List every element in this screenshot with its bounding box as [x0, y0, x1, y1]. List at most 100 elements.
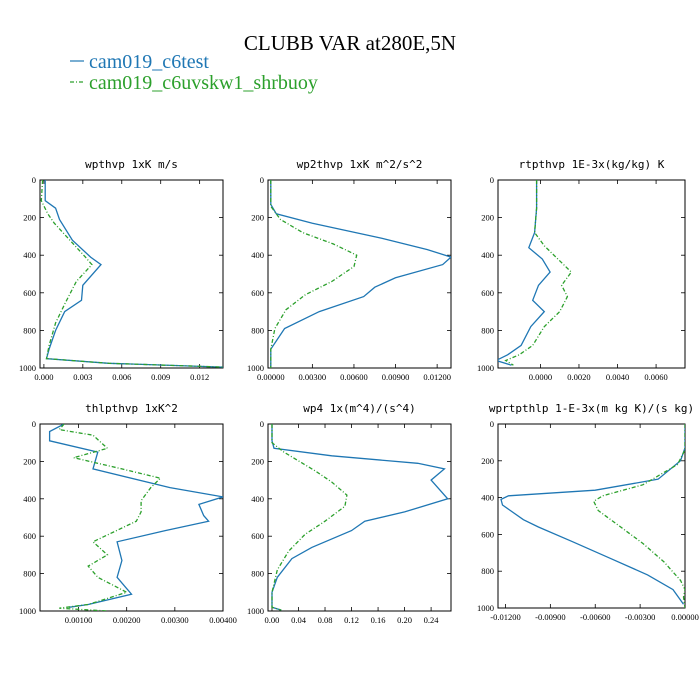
y-tick-label: 400	[23, 494, 36, 504]
y-tick-label: 1000	[19, 606, 36, 616]
x-tick-label: 0.12	[344, 615, 359, 625]
plot-frame	[39, 179, 224, 369]
x-tick-label: 0.16	[371, 615, 386, 625]
x-tick-label: 0.00900	[382, 372, 410, 382]
series-line-1	[271, 424, 449, 611]
y-tick-label: 0	[490, 175, 494, 185]
y-tick-label: 1000	[477, 363, 494, 373]
series-line-1	[48, 424, 223, 608]
x-tick-label: 0.00	[265, 615, 280, 625]
series-line-2	[271, 424, 348, 611]
y-tick-label: 200	[481, 456, 494, 466]
y-tick-label: 800	[23, 325, 36, 335]
x-tick-label: 0.0000	[529, 372, 552, 382]
x-tick-label: 0.00600	[340, 372, 368, 382]
y-tick-label: 1000	[477, 603, 494, 613]
x-tick-label: 0.20	[397, 615, 412, 625]
x-tick-label: -0.01200	[490, 612, 520, 622]
x-tick-label: 0.00200	[113, 615, 141, 625]
series-line-2	[270, 180, 358, 368]
x-tick-label: 0.003	[73, 372, 92, 382]
series-line-2	[592, 424, 685, 608]
y-tick-label: 0	[32, 419, 36, 429]
y-tick-label: 1000	[247, 363, 264, 373]
x-tick-label: 0.00000	[671, 612, 699, 622]
panel-2: wp2thvp 1xK m^2/s^2020040060080010000.00…	[247, 158, 452, 382]
figure-title: CLUBB VAR at280E,5N	[244, 31, 456, 55]
y-tick-label: 800	[251, 569, 264, 579]
plot-frame	[497, 179, 686, 369]
series-line-2	[40, 180, 223, 368]
x-tick-label: 0.00100	[65, 615, 93, 625]
x-tick-label: 0.00300	[299, 372, 327, 382]
y-tick-label: 800	[251, 325, 264, 335]
panel-6: wprtpthlp 1-E-3x(m kg K)/(s kg) 0 200 400 60…	[477, 402, 699, 622]
y-tick-label: 800	[23, 569, 36, 579]
series-line-1	[44, 180, 223, 368]
x-tick-label: -0.00600	[580, 612, 610, 622]
x-tick-label: 0.08	[318, 615, 333, 625]
plot-frame	[267, 179, 452, 369]
y-tick-label: 200	[23, 456, 36, 466]
series-line-1	[500, 424, 685, 605]
x-tick-label: 0.00300	[161, 615, 189, 625]
y-tick-label: 400	[251, 250, 264, 260]
x-tick-label: 0.00000	[257, 372, 285, 382]
y-tick-label: 1000	[19, 363, 36, 373]
plot-frame	[497, 423, 686, 609]
x-tick-label: 0.0040	[606, 372, 629, 382]
y-tick-label: 400	[481, 493, 494, 503]
series-line-2	[504, 180, 573, 366]
y-tick-label: 200	[481, 213, 494, 223]
x-tick-label: 0.0020	[567, 372, 590, 382]
y-tick-label: 600	[251, 531, 264, 541]
panel-title: wp2thvp 1xK m^2/s^2	[297, 158, 423, 171]
panel-title: wpthvp 1xK m/s	[85, 158, 178, 171]
y-tick-label: 600	[23, 288, 36, 298]
plot-frame	[39, 423, 224, 612]
legend-item-c6test: cam019_c6test	[70, 51, 209, 73]
legend: cam019_c6test cam019_c6uvskw1_shrbuoy	[70, 51, 318, 94]
panel-title: thlpthvp 1xK^2	[85, 402, 178, 415]
legend-item-c6uvskw1: cam019_c6uvskw1_shrbuoy	[70, 72, 318, 94]
y-tick-label: 200	[23, 213, 36, 223]
x-tick-label: -0.00300	[625, 612, 655, 622]
y-tick-label: 400	[251, 494, 264, 504]
series-line-2	[58, 424, 162, 611]
x-tick-label: 0.0060	[644, 372, 667, 382]
x-tick-label: 0.24	[424, 615, 440, 625]
panel-4: thlpthvp 1xK^2 0 200 400 600 800 1000 0.00100 0.…	[19, 402, 237, 625]
x-tick-label: 0.000	[34, 372, 53, 382]
x-tick-label: -0.00900	[535, 612, 565, 622]
y-tick-label: 600	[481, 529, 494, 539]
panel-title: wp4 1x(m^4)/(s^4)	[303, 402, 416, 415]
y-tick-label: 400	[481, 250, 494, 260]
y-tick-label: 800	[481, 566, 494, 576]
legend-label-c6test: cam019_c6test	[89, 51, 209, 73]
y-tick-label: 0	[260, 419, 264, 429]
series-line-1	[270, 180, 451, 368]
panel-title: wprtpthlp 1-E-3x(m kg K)/(s kg)	[489, 402, 694, 415]
y-tick-label: 200	[251, 456, 264, 466]
legend-label-c6uvskw1: cam019_c6uvskw1_shrbuoy	[89, 72, 318, 94]
x-tick-label: 0.006	[112, 372, 131, 382]
y-tick-label: 1000	[247, 606, 264, 616]
y-tick-label: 0	[32, 175, 36, 185]
y-tick-label: 800	[481, 325, 494, 335]
x-tick-label: 0.00400	[209, 615, 237, 625]
x-tick-label: 0.04	[291, 615, 307, 625]
y-tick-label: 600	[481, 288, 494, 298]
y-tick-label: 400	[23, 250, 36, 260]
y-tick-label: 0	[490, 419, 494, 429]
x-tick-label: 0.009	[151, 372, 170, 382]
x-tick-label: 0.012	[190, 372, 209, 382]
panel-title: rtpthvp 1E-3x(kg/kg) K	[519, 158, 665, 171]
y-tick-label: 600	[23, 531, 36, 541]
y-tick-label: 0	[260, 175, 264, 185]
y-tick-label: 600	[251, 288, 264, 298]
panel-3: rtpthvp 1E-3x(kg/kg) K 0 200 400 600 800 1000 0…	[477, 158, 686, 382]
